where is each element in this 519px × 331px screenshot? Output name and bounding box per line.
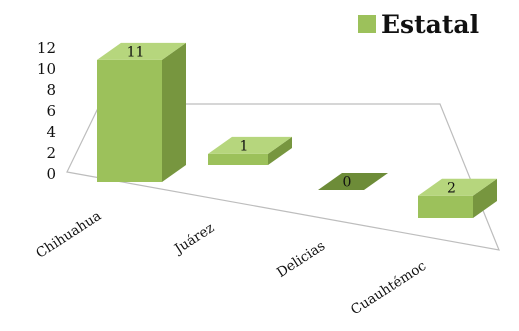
chart-floor-outline — [66, 103, 500, 251]
y-tick-label: 10 — [37, 60, 56, 78]
category-label: Delicias — [274, 238, 328, 281]
legend-swatch — [358, 15, 376, 33]
y-tick-label: 2 — [46, 144, 56, 162]
bar-front-face — [208, 153, 268, 165]
y-tick-label: 4 — [46, 123, 56, 141]
bar-top-face — [97, 42, 186, 60]
bar — [97, 42, 186, 183]
y-tick-label: 8 — [46, 81, 56, 99]
data-label: 2 — [447, 180, 456, 196]
bar-top-face — [418, 178, 497, 196]
legend: Estatal — [358, 10, 479, 39]
bar — [208, 136, 292, 165]
data-label: 1 — [240, 138, 249, 154]
bar-top-face — [318, 173, 388, 190]
y-tick-label: 6 — [46, 102, 56, 120]
legend-label: Estatal — [381, 10, 479, 39]
bar — [418, 178, 497, 218]
bar-top-face — [208, 136, 292, 154]
category-label: Juárez — [170, 220, 217, 258]
bar-side-face — [268, 136, 292, 165]
bar-side-face — [473, 178, 497, 218]
y-tick-label: 12 — [37, 39, 56, 57]
category-label: Cuauhtémoc — [348, 258, 429, 318]
bar-side-face — [162, 42, 186, 183]
bar-front-face — [97, 59, 162, 182]
bar — [318, 173, 388, 190]
bars — [97, 42, 497, 218]
category-label: Chihuahua — [33, 208, 104, 262]
bar-front-face — [418, 195, 473, 218]
y-tick-label: 0 — [46, 165, 56, 183]
chart-floor — [66, 103, 500, 251]
data-label: 0 — [343, 175, 352, 191]
data-label: 11 — [127, 44, 145, 60]
category-labels: Chihuahua Juárez Delicias Cuauhtémoc — [33, 208, 429, 318]
y-axis: 0 2 4 6 8 10 12 — [37, 39, 56, 183]
